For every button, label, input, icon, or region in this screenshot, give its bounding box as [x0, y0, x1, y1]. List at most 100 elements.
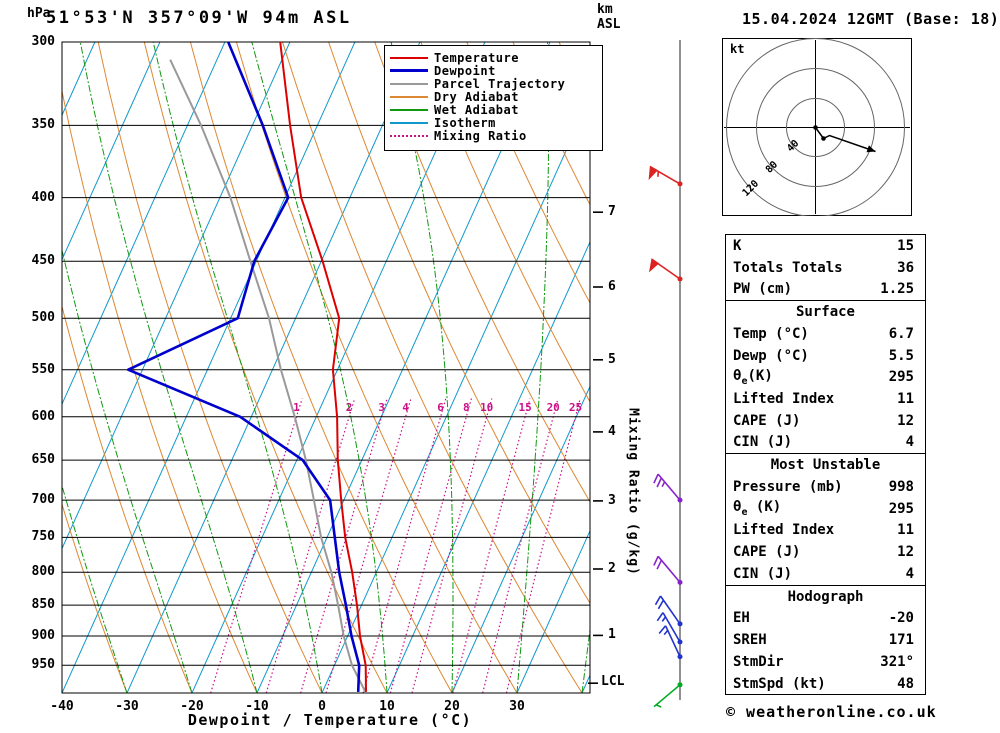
table-row-label: Dewp (°C): [733, 347, 809, 364]
table-row-label: PW (cm): [733, 281, 793, 298]
table-row-label: θe (K): [733, 499, 782, 519]
temperature-curve: [279, 42, 367, 692]
table-row-label: Lifted Index: [733, 522, 835, 539]
legend-line-sample: [390, 69, 428, 72]
legend-entry: Wet Adiabat: [390, 102, 602, 117]
legend-entry-label: Mixing Ratio: [434, 128, 527, 143]
table-row-label: Totals Totals: [733, 259, 843, 276]
table-row: StmSpd (kt) 48: [726, 673, 925, 695]
temperature-tick-label: -10: [245, 699, 269, 714]
hodograph-trace: [813, 125, 876, 153]
table-row-value: 15: [897, 237, 914, 254]
mixing-ratio-value-label: 10: [480, 401, 494, 414]
run-datetime-title: 15.04.2024 12GMT (Base: 18): [742, 10, 1000, 28]
table-row-value: 12: [897, 544, 914, 561]
pressure-tick-label: 700: [31, 492, 55, 508]
pressure-tick-label: 800: [31, 564, 55, 580]
pressure-tick-label: 550: [31, 361, 55, 377]
legend-line-sample: [390, 95, 428, 98]
legend-line-sample: [390, 108, 428, 111]
altitude-tick-label: 7: [608, 204, 616, 220]
legend-entry-label: Wet Adiabat: [434, 102, 519, 117]
mixing-ratio-value-label: 15: [518, 401, 532, 414]
wind-barb: [656, 612, 683, 645]
pressure-tick-label: 950: [31, 657, 55, 673]
pressure-tick-label: 500: [31, 310, 55, 326]
table-row: K 15: [726, 235, 925, 257]
station-title: 51°53'N 357°09'W 94m ASL: [46, 8, 352, 28]
pressure-tick-label: 850: [31, 597, 55, 613]
table-row-label: EH: [733, 610, 750, 627]
table-row-value: 11: [897, 522, 914, 539]
mixing-ratio-value-label: 6: [437, 401, 444, 414]
table-row: CAPE (J) 12: [726, 410, 925, 432]
wind-barb: [653, 682, 683, 708]
altitude-tick-label: 5: [608, 351, 616, 367]
table-section: Surface Temp (°C) 6.7 Dewp (°C) 5.5 θe(K) 295 L…: [725, 300, 926, 455]
legend-entry-label: Temperature: [434, 50, 519, 65]
temperature-tick-label: 30: [509, 699, 525, 714]
table-row-value: 171: [888, 632, 914, 649]
temperature-tick-label: 10: [379, 699, 395, 714]
table-row-value: 48: [897, 675, 914, 692]
temperature-tick-label: 20: [444, 699, 460, 714]
wind-barb-column: [648, 40, 683, 708]
table-section: K 15 Totals Totals 36 PW (cm) 1.25: [725, 234, 926, 302]
table-row: CIN (J) 4: [726, 563, 925, 585]
legend-entry: Dry Adiabat: [390, 90, 602, 104]
wind-barb: [653, 473, 683, 503]
table-row-value: 11: [897, 390, 914, 407]
asl-label: ASL: [597, 17, 621, 32]
table-row-value: 295: [888, 500, 914, 517]
temperature-tick-label: -30: [115, 699, 139, 714]
table-row-label: θe(K): [733, 367, 773, 387]
table-row: SREH 171: [726, 629, 925, 651]
mixing-ratio-value-label: 4: [402, 401, 409, 414]
legend-line-sample: [390, 121, 428, 124]
table-row: Lifted Index 11: [726, 520, 925, 542]
pressure-tick-label: 750: [31, 529, 55, 545]
table-row-label: StmSpd (kt): [733, 675, 826, 692]
legend: Temperature Dewpoint Parcel Trajectory Dry …: [384, 45, 603, 151]
altitude-tick-label: 6: [608, 279, 616, 295]
legend-entry-label: Dewpoint: [434, 63, 496, 78]
temperature-tick-label: -40: [50, 699, 74, 714]
table-row-label: CAPE (J): [733, 412, 801, 429]
legend-entry: Parcel Trajectory: [390, 76, 602, 91]
table-row: Pressure (mb) 998: [726, 476, 925, 498]
temperature-tick-label: -20: [180, 699, 204, 714]
pressure-tick-label: 600: [31, 408, 55, 424]
wind-barb: [654, 595, 683, 627]
table-section: Hodograph EH -20 SREH 171 StmDir 321° StmSpd (k…: [725, 584, 926, 696]
wind-barb: [649, 258, 683, 282]
table-row-value: 6.7: [888, 325, 914, 342]
mixing-ratio-value-label: 1: [293, 401, 300, 414]
table-row-label: SREH: [733, 632, 767, 649]
legend-entry: Temperature: [390, 50, 602, 65]
table-row-value: 36: [897, 259, 914, 276]
table-row: Dewp (°C) 5.5: [726, 345, 925, 367]
altitude-tick-label: 1: [608, 627, 616, 643]
table-row-value: 321°: [880, 653, 914, 670]
skewt-chart: [61, 40, 683, 708]
table-row-label: StmDir: [733, 653, 784, 670]
legend-entry: Dewpoint: [390, 63, 602, 78]
wind-barb: [653, 555, 683, 585]
wind-barb: [648, 165, 683, 187]
table-row-label: Lifted Index: [733, 390, 835, 407]
altitude-tick-label: 2: [608, 560, 616, 576]
pressure-gridlines: [61, 41, 591, 694]
legend-entry-label: Parcel Trajectory: [434, 76, 566, 91]
pressure-tick-label: 300: [31, 34, 55, 49]
altitude-axis-title: km ASL: [597, 2, 620, 32]
table-section-header: Surface: [795, 304, 855, 321]
legend-line-sample: [390, 56, 428, 59]
table-section: Most Unstable Pressure (mb) 998 θe (K) 295 Li…: [725, 453, 926, 586]
mixing-ratio-value-label: 3: [378, 401, 385, 414]
table-row-value: 1.25: [880, 281, 914, 298]
table-row: Temp (°C) 6.7: [726, 323, 925, 345]
table-row-value: 4: [905, 565, 914, 582]
altitude-tick-label: 3: [608, 492, 616, 508]
